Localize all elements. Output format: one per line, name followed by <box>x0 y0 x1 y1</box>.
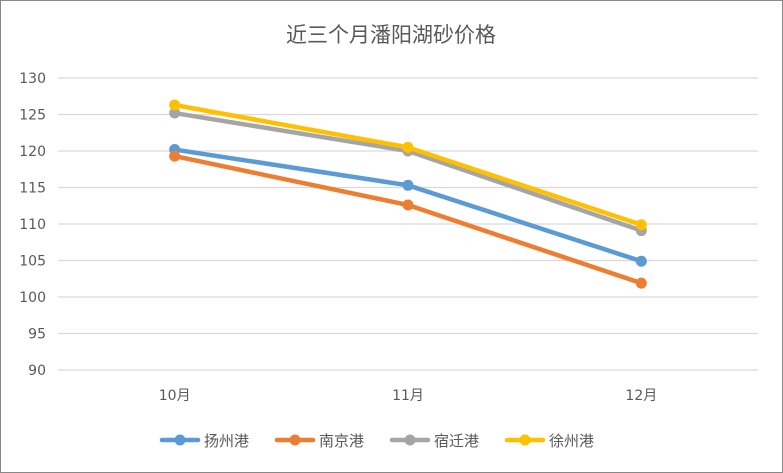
legend-label: 宿迁港 <box>434 432 479 450</box>
x-tick-label: 10月 <box>159 388 191 404</box>
legend-label: 南京港 <box>319 432 364 450</box>
legend-marker <box>174 434 186 446</box>
data-point <box>402 199 414 211</box>
data-point <box>635 255 647 267</box>
y-tick-label: 120 <box>19 144 46 160</box>
data-point <box>169 150 181 162</box>
series-line-南京港 <box>172 153 644 286</box>
data-point <box>635 219 647 231</box>
data-point <box>402 179 414 191</box>
y-tick-label: 95 <box>28 327 46 343</box>
y-tick-label: 105 <box>19 254 46 270</box>
y-tick-label: 125 <box>19 108 46 124</box>
legend-marker <box>404 434 416 446</box>
data-point <box>169 99 181 111</box>
y-tick-label: 130 <box>19 71 46 87</box>
y-tick-label: 115 <box>19 181 46 197</box>
chart-title: 近三个月潘阳湖砂价格 <box>286 23 496 47</box>
legend-marker <box>289 434 301 446</box>
y-tick-label: 110 <box>19 217 46 233</box>
x-tick-label: 11月 <box>392 388 424 404</box>
y-tick-label: 90 <box>28 363 46 379</box>
legend-label: 徐州港 <box>549 432 594 450</box>
data-point <box>635 277 647 289</box>
y-tick-label: 100 <box>19 290 46 306</box>
data-point <box>402 141 414 153</box>
legend-label: 扬州港 <box>204 432 249 450</box>
data-point <box>169 107 181 119</box>
legend-marker <box>519 434 531 446</box>
x-tick-label: 12月 <box>625 388 657 404</box>
